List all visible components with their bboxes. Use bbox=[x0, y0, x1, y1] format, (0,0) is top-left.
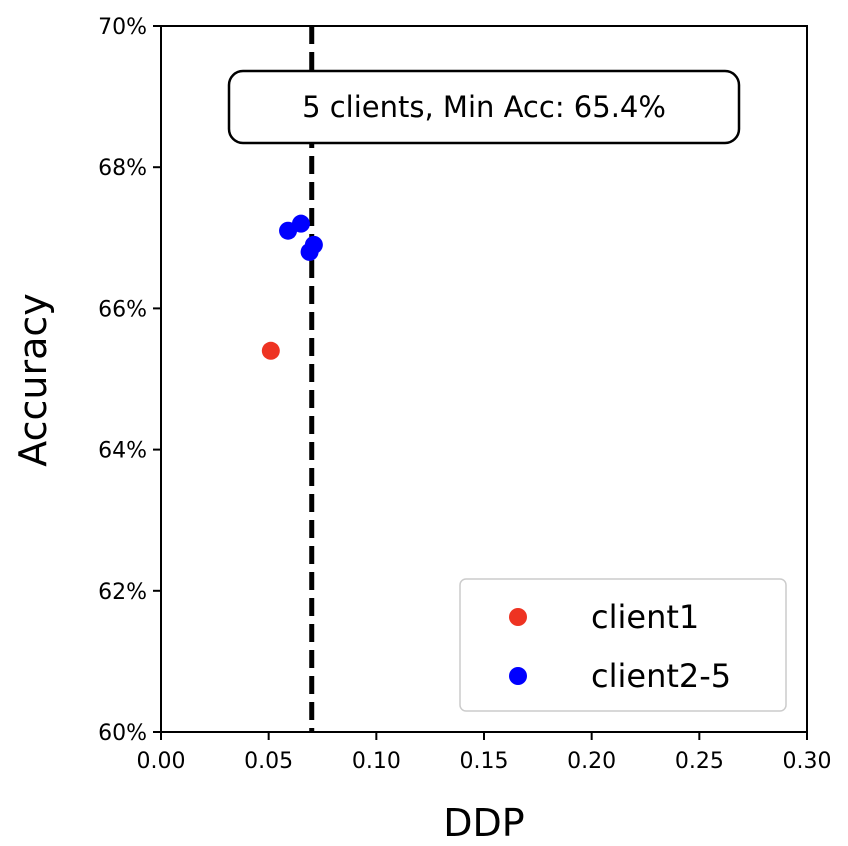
x-tick-label: 0.20 bbox=[567, 749, 616, 774]
legend-marker-client2-5 bbox=[509, 667, 527, 685]
y-tick-label: 66% bbox=[98, 297, 147, 322]
y-tick-label: 70% bbox=[98, 15, 147, 40]
annotation-frame bbox=[227, 69, 741, 145]
annotation-text: 5 clients, Min Acc: 65.4% bbox=[302, 90, 666, 124]
x-axis: 0.00 0.05 0.10 0.15 0.20 0.25 0.30 bbox=[137, 732, 832, 774]
scatter-point-client2-5-2 bbox=[291, 214, 310, 233]
x-tick-label: 0.25 bbox=[675, 749, 724, 774]
x-tick-label: 0.10 bbox=[352, 749, 401, 774]
annotation-box: 5 clients, Min Acc: 65.4% bbox=[227, 69, 741, 145]
legend: client1 client2-5 bbox=[459, 578, 787, 712]
scatter-point-client1-1 bbox=[261, 341, 280, 360]
legend-frame bbox=[459, 578, 787, 712]
legend-items: client1 client2-5 bbox=[509, 598, 731, 695]
scatter-point-client2-5-4 bbox=[304, 235, 323, 254]
x-tick-label: 0.15 bbox=[460, 749, 509, 774]
x-tick-label: 0.05 bbox=[244, 749, 293, 774]
y-axis: 60% 62% 64% 66% 68% 70% bbox=[98, 15, 161, 746]
legend-label-client1: client1 bbox=[591, 598, 699, 636]
y-tick-label: 68% bbox=[98, 156, 147, 181]
y-axis-title: Accuracy bbox=[11, 293, 55, 467]
y-tick-label: 60% bbox=[98, 721, 147, 746]
y-tick-label: 64% bbox=[98, 439, 147, 464]
legend-marker-client1 bbox=[509, 608, 527, 626]
x-tick-label: 0.30 bbox=[783, 749, 832, 774]
data-points-layer bbox=[261, 214, 323, 360]
x-axis-title: DDP bbox=[443, 801, 524, 845]
y-tick-label: 62% bbox=[98, 580, 147, 605]
legend-label-client2-5: client2-5 bbox=[591, 657, 731, 695]
x-tick-label: 0.00 bbox=[137, 749, 186, 774]
